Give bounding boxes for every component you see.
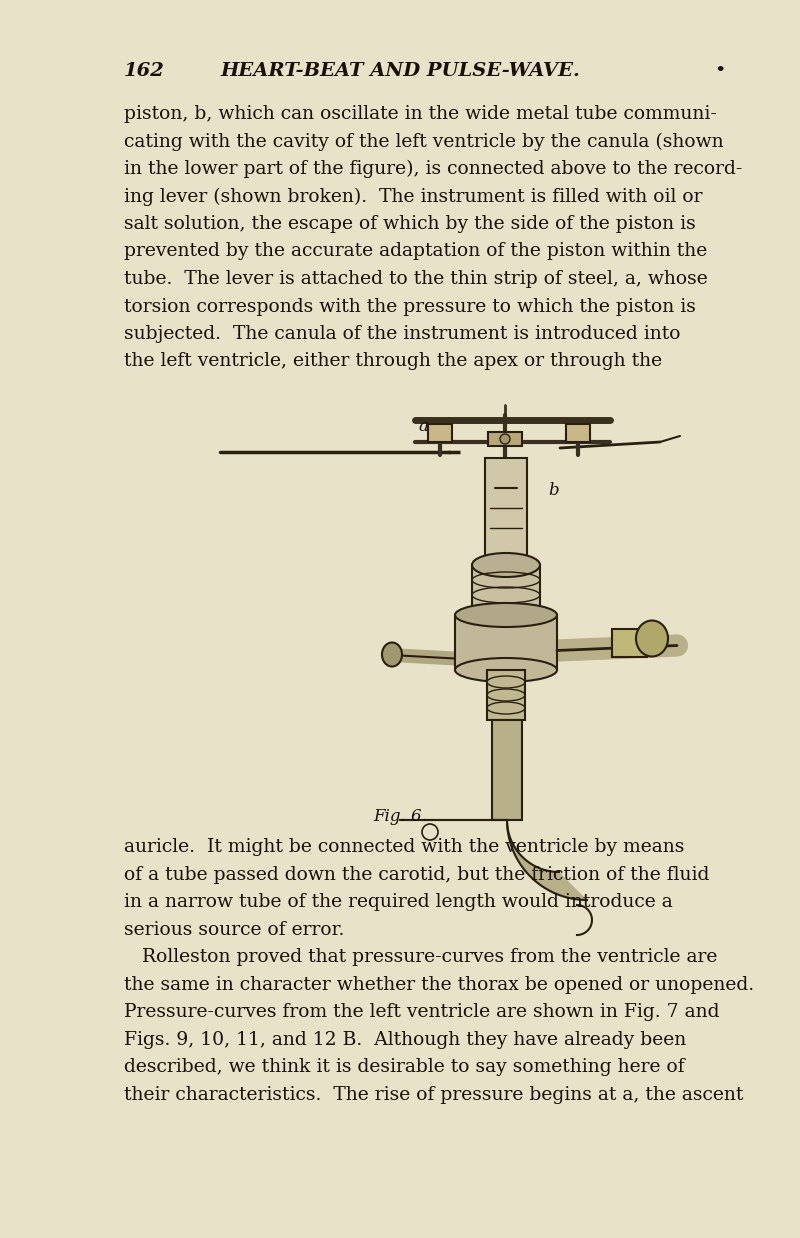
Bar	[492, 721, 522, 820]
Ellipse shape	[455, 603, 557, 626]
Text: 162: 162	[124, 62, 165, 80]
Text: described, we think it is desirable to say something here of: described, we think it is desirable to s…	[124, 1058, 685, 1076]
Text: Pressure-curves from the left ventricle are shown in Fig. 7 and: Pressure-curves from the left ventricle …	[124, 1003, 719, 1021]
Text: subjected.  The canula of the instrument is introduced into: subjected. The canula of the instrument …	[124, 326, 681, 343]
Text: Figs. 9, 10, 11, and 12 B.  Although they have already been: Figs. 9, 10, 11, and 12 B. Although they…	[124, 1030, 686, 1049]
Text: of a tube passed down the carotid, but the friction of the fluid: of a tube passed down the carotid, but t…	[124, 865, 710, 884]
Bar	[566, 423, 590, 442]
Text: HEART-BEAT AND PULSE-WAVE.: HEART-BEAT AND PULSE-WAVE.	[220, 62, 580, 80]
Bar	[612, 629, 647, 656]
Bar	[455, 615, 557, 670]
Text: •: •	[714, 62, 726, 80]
Text: the same in character whether the thorax be opened or unopened.: the same in character whether the thorax…	[124, 976, 754, 994]
Bar	[488, 432, 522, 446]
Text: piston, b, which can oscillate in the wide metal tube communi-: piston, b, which can oscillate in the wi…	[124, 105, 717, 123]
Text: ing lever (shown broken).  The instrument is filled with oil or: ing lever (shown broken). The instrument…	[124, 187, 702, 206]
Text: Fig. 6.: Fig. 6.	[373, 808, 427, 825]
Text: their characteristics.  The rise of pressure begins at a, the ascent: their characteristics. The rise of press…	[124, 1086, 743, 1103]
Text: salt solution, the escape of which by the side of the piston is: salt solution, the escape of which by th…	[124, 215, 696, 233]
Text: auricle.  It might be connected with the ventricle by means: auricle. It might be connected with the …	[124, 838, 684, 855]
Text: the left ventricle, either through the apex or through the: the left ventricle, either through the a…	[124, 353, 662, 370]
Bar	[428, 423, 452, 442]
Text: tube.  The lever is attached to the thin strip of steel, a, whose: tube. The lever is attached to the thin …	[124, 270, 708, 288]
Bar	[472, 565, 540, 615]
PathPatch shape	[507, 820, 587, 900]
Text: b: b	[548, 482, 558, 499]
Text: in the lower part of the figure), is connected above to the record-: in the lower part of the figure), is con…	[124, 160, 742, 178]
Text: in a narrow tube of the required length would introduce a: in a narrow tube of the required length …	[124, 893, 673, 911]
Text: serious source of error.: serious source of error.	[124, 921, 344, 938]
Ellipse shape	[636, 620, 668, 656]
Ellipse shape	[472, 553, 540, 577]
Text: torsion corresponds with the pressure to which the piston is: torsion corresponds with the pressure to…	[124, 297, 696, 316]
Ellipse shape	[382, 643, 402, 666]
Bar	[487, 670, 525, 721]
Ellipse shape	[472, 603, 540, 626]
Text: cating with the cavity of the left ventricle by the canula (shown: cating with the cavity of the left ventr…	[124, 132, 724, 151]
Bar	[485, 458, 527, 565]
Text: a: a	[418, 418, 428, 435]
Text: prevented by the accurate adaptation of the piston within the: prevented by the accurate adaptation of …	[124, 243, 707, 260]
Ellipse shape	[455, 659, 557, 682]
Text: Rolleston proved that pressure-curves from the ventricle are: Rolleston proved that pressure-curves fr…	[124, 948, 718, 966]
Ellipse shape	[500, 435, 510, 444]
